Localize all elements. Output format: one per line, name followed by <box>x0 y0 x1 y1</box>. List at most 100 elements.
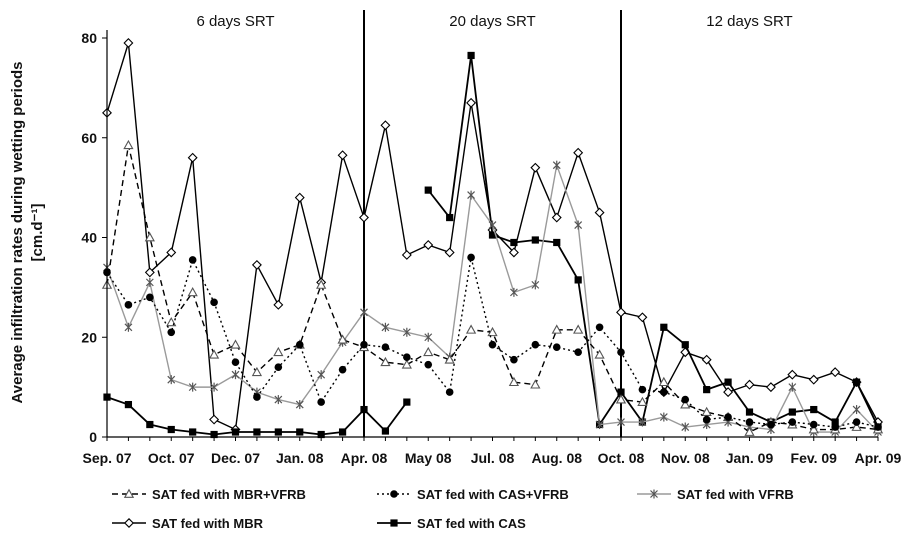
data-point-diamond <box>701 354 712 365</box>
legend-label: SAT fed with CAS <box>417 516 526 531</box>
x-tick-label: Apr. 08 <box>341 450 388 466</box>
data-point-triangle <box>273 346 284 357</box>
data-point-triangle <box>573 324 584 334</box>
data-point-circle <box>445 388 454 396</box>
data-point-diamond <box>637 312 648 323</box>
data-point-circle <box>874 423 882 431</box>
series-4 <box>103 253 882 431</box>
data-point-square <box>274 428 282 436</box>
data-point-star <box>617 417 625 427</box>
data-point-triangle <box>744 426 755 436</box>
legend-label: SAT fed with MBR+VFRB <box>152 487 306 502</box>
data-point-diamond <box>530 162 541 173</box>
data-point-star <box>788 382 797 392</box>
data-point-square <box>146 420 154 429</box>
data-point-circle <box>167 328 176 337</box>
legend-item: SAT fed with MBR <box>112 516 264 531</box>
data-point-circle <box>638 385 647 394</box>
x-tick-label: Jan. 08 <box>276 450 324 466</box>
series-2 <box>103 160 882 437</box>
data-point-circle <box>852 418 861 426</box>
data-point-square <box>446 213 454 222</box>
series-line <box>427 54 879 428</box>
data-point-triangle <box>465 324 477 334</box>
data-point-diamond <box>508 247 519 258</box>
data-point-circle <box>510 355 518 364</box>
plot-area: 6 days SRT 20 days SRT 12 days SRT <box>101 10 884 439</box>
data-point-triangle <box>530 379 541 389</box>
data-point-square <box>831 418 839 426</box>
x-tick-label: Aug. 08 <box>531 450 582 466</box>
data-point-square <box>488 231 497 239</box>
data-point-star <box>317 370 326 380</box>
x-tick-label: Jan. 09 <box>726 450 774 466</box>
data-point-circle <box>403 353 411 362</box>
data-point-star <box>295 400 304 410</box>
data-point-diamond <box>380 120 391 131</box>
data-point-diamond <box>444 247 455 258</box>
legend-item: SAT fed with CAS+VFRB <box>377 487 569 502</box>
data-point-triangle <box>444 354 455 364</box>
data-point-square <box>510 238 518 247</box>
data-point-star <box>574 220 583 230</box>
data-point-diamond <box>166 247 177 258</box>
data-point-square <box>167 425 175 434</box>
data-point-star <box>124 322 133 332</box>
data-point-circle <box>660 388 668 396</box>
data-point-circle <box>467 253 475 262</box>
data-point-square <box>253 428 261 436</box>
data-point-triangle <box>123 139 134 150</box>
data-point-star <box>552 160 561 170</box>
x-tick-label: Nov. 08 <box>661 450 710 466</box>
data-point-star <box>659 412 668 422</box>
data-point-triangle <box>508 376 520 387</box>
y-tick-label: 40 <box>81 230 97 246</box>
data-point-star <box>595 420 604 430</box>
data-point-diamond <box>466 97 477 108</box>
legend-label: SAT fed with VFRB <box>677 487 794 502</box>
data-point-square <box>617 388 625 396</box>
data-point-diamond <box>187 152 198 163</box>
data-point-diamond <box>209 414 220 425</box>
data-point-circle <box>390 490 398 498</box>
data-point-diamond <box>144 267 155 278</box>
data-point-diamond <box>765 382 776 393</box>
data-point-circle <box>210 298 218 307</box>
data-point-star <box>145 277 154 287</box>
data-point-star <box>231 370 240 380</box>
data-point-square <box>317 430 325 439</box>
data-point-triangle <box>487 326 498 337</box>
data-point-circle <box>681 395 690 404</box>
data-point-square <box>189 428 197 436</box>
data-point-circle <box>788 418 797 426</box>
data-point-triangle <box>423 346 434 357</box>
data-point-diamond <box>337 150 348 161</box>
series-3 <box>101 139 884 436</box>
data-point-square <box>231 428 240 436</box>
x-tick-label: Fev. 09 <box>791 450 838 466</box>
data-point-diamond <box>787 369 798 380</box>
data-point-circle <box>124 301 133 309</box>
data-point-triangle <box>551 324 562 334</box>
data-point-star <box>650 489 658 499</box>
data-point-square <box>553 238 561 247</box>
data-point-circle <box>552 343 561 352</box>
data-point-diamond <box>123 38 134 48</box>
data-point-circle <box>595 323 604 332</box>
data-point-circle <box>767 420 775 429</box>
data-point-triangle <box>808 424 819 434</box>
data-point-square <box>390 519 398 527</box>
data-point-triangle <box>680 399 691 409</box>
data-point-circle <box>231 358 240 366</box>
data-point-star <box>488 220 497 230</box>
data-point-circle <box>146 293 154 302</box>
data-point-star <box>210 382 219 392</box>
y-tick-label: 60 <box>81 130 97 146</box>
x-tick-label: Sep. 07 <box>82 450 131 466</box>
legend: SAT fed with MBR+VFRB SAT fed with CAS+VF… <box>112 487 794 531</box>
data-point-diamond <box>616 307 626 318</box>
data-point-square <box>403 398 411 406</box>
data-point-circle <box>317 398 325 406</box>
x-tick-label: Oct. 08 <box>598 450 645 466</box>
